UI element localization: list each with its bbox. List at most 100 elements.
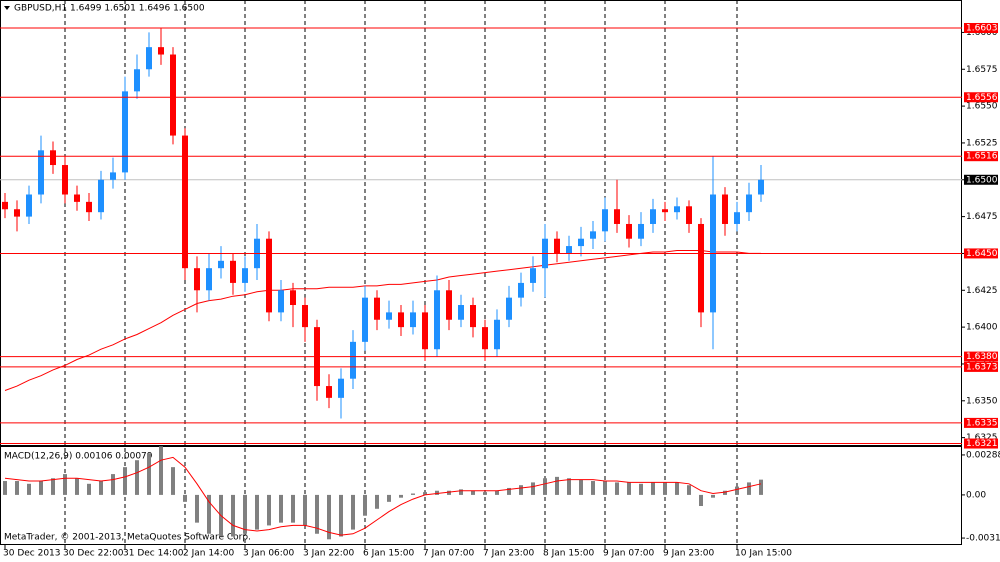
macd-bar xyxy=(483,492,487,495)
macd-bar xyxy=(63,474,67,495)
macd-bar xyxy=(51,478,55,495)
level-tag xyxy=(964,248,998,259)
candle-body xyxy=(386,312,392,320)
candle-body xyxy=(422,312,428,350)
candle-body xyxy=(374,297,380,320)
level-tag xyxy=(964,22,998,33)
y-tick-label: 1.6525 xyxy=(966,138,998,148)
macd-bar xyxy=(579,479,583,495)
x-tick-label: 6 Jan 15:00 xyxy=(363,549,415,559)
candle-body xyxy=(410,312,416,328)
macd-bar xyxy=(39,481,43,495)
macd-bar xyxy=(555,476,559,495)
x-tick-label: 3 Jan 06:00 xyxy=(243,549,295,559)
candle-body xyxy=(626,223,632,239)
macd-bar xyxy=(183,494,187,502)
macd-bar xyxy=(123,467,127,495)
macd-bar xyxy=(711,494,715,498)
macd-bar xyxy=(87,483,91,495)
macd-bar xyxy=(507,487,511,495)
macd-bar xyxy=(651,482,655,495)
candle-body xyxy=(326,386,332,398)
macd-y-tick-label: 0.00288 xyxy=(966,450,1000,460)
candle-body xyxy=(218,260,224,269)
macd-bar xyxy=(339,494,343,537)
level-label: 1.6373 xyxy=(966,362,998,372)
candle-body xyxy=(638,223,644,239)
macd-bar xyxy=(171,467,175,495)
macd-bar xyxy=(255,494,259,530)
level-label: 1.6516 xyxy=(966,152,998,162)
macd-bar xyxy=(99,481,103,495)
candle-body xyxy=(134,69,140,92)
y-tick-label: 1.6325 xyxy=(966,433,998,443)
macd-bar xyxy=(303,494,307,526)
macd-bar xyxy=(363,494,367,516)
macd-bar xyxy=(639,483,643,495)
candle-body xyxy=(566,246,572,254)
level-tag xyxy=(964,417,998,428)
macd-bar xyxy=(567,478,571,495)
candle-body xyxy=(158,47,164,55)
candle-body xyxy=(530,268,536,283)
x-tick-label: 8 Jan 15:00 xyxy=(543,549,595,559)
candle-body xyxy=(518,282,524,298)
candle-body xyxy=(290,290,296,306)
candle-body xyxy=(506,297,512,320)
candle-body xyxy=(146,47,152,70)
macd-bar xyxy=(411,493,415,495)
macd-bar xyxy=(591,481,595,495)
level-label: 1.6603 xyxy=(966,23,998,33)
copyright: MetaTrader, © 2001-2013, MetaQuotes Soft… xyxy=(4,533,251,543)
macd-bar xyxy=(15,481,19,495)
candle-body xyxy=(26,194,32,217)
x-tick-label: 9 Jan 23:00 xyxy=(663,549,715,559)
candle-body xyxy=(266,238,272,313)
macd-bar xyxy=(231,494,235,537)
macd-bar xyxy=(459,489,463,495)
candle-body xyxy=(602,209,608,232)
level-tag xyxy=(964,361,998,372)
candle-body xyxy=(230,260,236,283)
macd-bar xyxy=(159,446,163,495)
candle-body xyxy=(278,290,284,313)
macd-bar xyxy=(327,494,331,540)
x-tick-label: 10 Jan 15:00 xyxy=(735,549,792,559)
candle-body xyxy=(758,179,764,195)
candle-body xyxy=(38,150,44,195)
level-tag xyxy=(964,438,998,449)
macd-bar xyxy=(759,479,763,495)
y-tick-label: 1.6400 xyxy=(966,323,998,333)
macd-bar xyxy=(519,485,523,495)
candle-body xyxy=(746,194,752,213)
macd-bar xyxy=(375,494,379,509)
candle-body xyxy=(674,206,680,213)
macd-y-tick-label: 0.00 xyxy=(966,490,986,500)
macd-bar xyxy=(603,481,607,495)
menu-arrow[interactable] xyxy=(4,6,10,10)
x-tick-label: 3 Jan 22:00 xyxy=(303,549,355,559)
macd-bar xyxy=(267,494,271,526)
candle-body xyxy=(686,206,692,224)
x-tick-label: 31 Dec 14:00 xyxy=(123,549,184,559)
x-tick-label: 7 Jan 23:00 xyxy=(483,549,535,559)
plot-frame xyxy=(0,0,962,545)
candle-body xyxy=(494,319,500,350)
x-tick-label: 9 Jan 07:00 xyxy=(603,549,655,559)
y-tick-label: 1.6425 xyxy=(966,286,998,296)
x-tick-label: 2 Jan 14:00 xyxy=(183,549,235,559)
macd-bar xyxy=(27,483,31,495)
macd-bar xyxy=(447,490,451,495)
candle-body xyxy=(662,209,668,213)
candle-body xyxy=(482,327,488,350)
level-tag xyxy=(964,351,998,362)
moving-average xyxy=(4,250,761,391)
level-label: 1.6556 xyxy=(966,93,998,103)
candle-body xyxy=(734,212,740,224)
level-tag xyxy=(964,151,998,162)
candle-body xyxy=(62,165,68,195)
macd-bar xyxy=(687,485,691,495)
candle-body xyxy=(242,268,248,283)
macd-bar xyxy=(471,490,475,495)
